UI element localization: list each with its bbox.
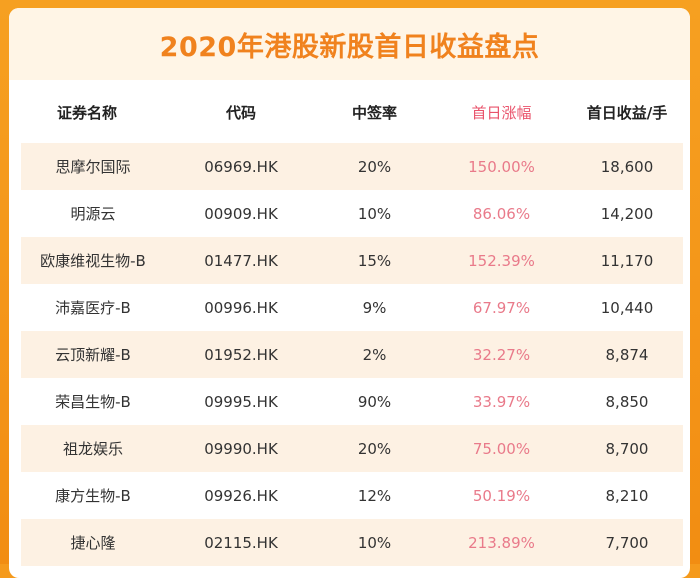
header-security-name: 证券名称 — [56, 103, 117, 122]
header-first-day-profit: 首日收益/手 — [586, 103, 668, 122]
table-card: 2020年港股新股首日收益盘点 证券名称 代码 中签率 首日涨幅 首日收益/手 … — [9, 8, 690, 578]
cell-code: 09926.HK — [204, 486, 278, 505]
page-title: 2020年港股新股首日收益盘点 — [159, 31, 540, 63]
cell-gain: 86.06% — [472, 204, 531, 223]
table-row: 欧康维视生物-B 01477.HK 15% 152.39% 11,170 — [21, 237, 683, 284]
table-row: 思摩尔国际 06969.HK 20% 150.00% 18,600 — [21, 143, 683, 190]
cell-gain: 152.39% — [468, 251, 535, 270]
cell-gain: 150.00% — [468, 157, 535, 176]
cell-profit: 11,170 — [600, 251, 654, 270]
cell-rate: 12% — [357, 486, 392, 505]
cell-profit: 14,200 — [600, 204, 654, 223]
cell-rate: 10% — [357, 533, 392, 552]
cell-code: 09995.HK — [204, 392, 278, 411]
cell-rate: 2% — [362, 345, 387, 364]
cell-profit: 18,600 — [600, 157, 654, 176]
header-first-day-gain: 首日涨幅 — [471, 103, 532, 122]
cell-profit: 7,700 — [605, 533, 649, 552]
cell-profit: 10,440 — [600, 298, 654, 317]
cell-profit: 8,874 — [605, 345, 649, 364]
cell-code: 01477.HK — [204, 251, 278, 270]
cell-code: 00909.HK — [204, 204, 278, 223]
cell-name: 康方生物-B — [55, 487, 131, 505]
cell-rate: 20% — [357, 439, 392, 458]
cell-rate: 10% — [357, 204, 392, 223]
cell-gain: 213.89% — [468, 533, 535, 552]
table-row: 祖龙娱乐 09990.HK 20% 75.00% 8,700 — [21, 425, 683, 472]
cell-code: 06969.HK — [204, 157, 278, 176]
cell-profit: 8,210 — [605, 486, 649, 505]
cell-name: 欧康维视生物-B — [40, 252, 146, 270]
cell-rate: 15% — [357, 251, 392, 270]
cell-rate: 9% — [362, 298, 387, 317]
ipo-table: 思摩尔国际 06969.HK 20% 150.00% 18,600 明源云 00… — [21, 143, 683, 566]
cell-code: 09990.HK — [204, 439, 278, 458]
header-allotment-rate: 中签率 — [351, 103, 397, 122]
cell-name: 云顶新耀-B — [55, 346, 131, 364]
cell-gain: 33.97% — [472, 392, 531, 411]
cell-rate: 20% — [357, 157, 392, 176]
table-row: 康方生物-B 09926.HK 12% 50.19% 8,210 — [21, 472, 683, 519]
title-band: 2020年港股新股首日收益盘点 — [9, 8, 690, 80]
cell-profit: 8,850 — [605, 392, 649, 411]
table-row: 沛嘉医疗-B 00996.HK 9% 67.97% 10,440 — [21, 284, 683, 331]
table-row: 明源云 00909.HK 10% 86.06% 14,200 — [21, 190, 683, 237]
table-row: 云顶新耀-B 01952.HK 2% 32.27% 8,874 — [21, 331, 683, 378]
cell-code: 00996.HK — [204, 298, 278, 317]
cell-name: 沛嘉医疗-B — [55, 299, 131, 317]
cell-name: 捷心隆 — [70, 534, 116, 552]
table-row: 荣昌生物-B 09995.HK 90% 33.97% 8,850 — [21, 378, 683, 425]
cell-code: 01952.HK — [204, 345, 278, 364]
cell-profit: 8,700 — [605, 439, 649, 458]
cell-name: 祖龙娱乐 — [62, 440, 123, 458]
cell-gain: 75.00% — [472, 439, 531, 458]
cell-code: 02115.HK — [204, 533, 278, 552]
cell-gain: 32.27% — [472, 345, 531, 364]
cell-gain: 50.19% — [472, 486, 531, 505]
cell-name: 荣昌生物-B — [55, 393, 131, 411]
cell-gain: 67.97% — [472, 298, 531, 317]
cell-rate: 90% — [357, 392, 392, 411]
table-header: 证券名称 代码 中签率 首日涨幅 首日收益/手 — [9, 86, 690, 138]
header-code: 代码 — [225, 103, 256, 122]
cell-name: 明源云 — [70, 205, 116, 223]
table-row: 捷心隆 02115.HK 10% 213.89% 7,700 — [21, 519, 683, 566]
cell-name: 思摩尔国际 — [55, 158, 131, 176]
